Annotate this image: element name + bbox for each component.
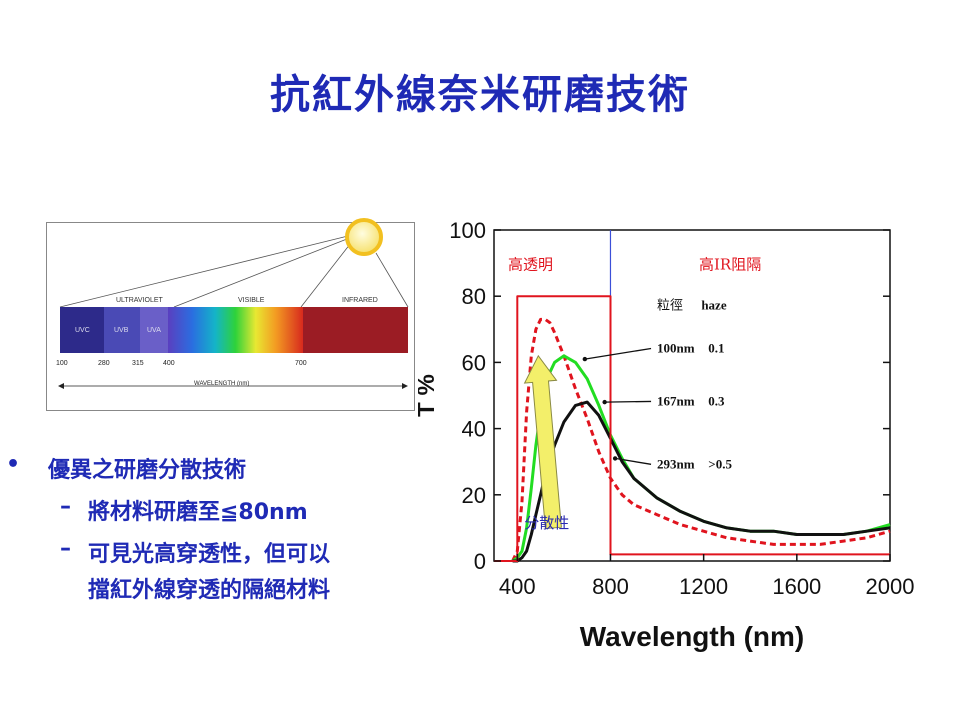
sub-bullet-marker: – [60,536,71,561]
y-tick-label: 0 [474,549,486,574]
annotation-size: 100nm [657,340,695,355]
bullet-marker: • [6,452,21,477]
arrowhead-left-icon [58,383,64,389]
y-tick-label: 40 [462,417,486,442]
slide-title: 抗紅外線奈米研磨技術 [270,72,690,118]
sun-icon [345,218,383,256]
sub-bullet-text: 將材料研磨至≦80nm [88,500,308,525]
x-tick-label: 400 [499,574,536,599]
uvc-segment [60,307,104,353]
infrared-segment [303,307,408,353]
segment-label-uvc: UVC [75,327,90,334]
segment-label-uva: UVA [147,327,161,334]
annotation-haze: >0.5 [708,456,732,471]
y-tick-label: 60 [462,350,486,375]
region-label-left: 高透明 [508,256,553,274]
plot-frame [493,229,891,562]
x-tick-label: 1600 [772,574,821,599]
bullet-list: • 優異之研磨分散技術 – 將材料研磨至≦80nm – 可見光高穿透性，但可以 … [0,452,394,612]
annotation-size: 167nm [657,393,695,408]
x-tick-label: 1200 [679,574,728,599]
annotation-leader [615,457,652,465]
annotation-pointer-icon [612,456,618,461]
uvb-segment [104,307,140,353]
annotation-haze: 0.3 [708,393,725,408]
wavelength-axis-label: WAVELENGTH (nm) [194,381,249,387]
arrowhead-right-icon [402,383,408,389]
sub-bullet-text-line2: 擋紅外線穿透的隔絕材料 [88,578,331,603]
series-line-2 [512,400,891,563]
band-label-infrared: INFRARED [342,297,378,304]
dispersion-arrow-icon [523,354,562,530]
sub-bullet-marker: – [60,494,71,519]
sun-ray [173,236,353,308]
spectrum-tick: 280 [98,360,110,367]
x-tick-label: 800 [592,574,629,599]
y-tick-label: 80 [462,284,486,309]
legend-header-size: 粒徑 [657,298,683,313]
arrow-label: 分散性 [524,514,569,532]
band-label-visible: VISIBLE [238,297,265,304]
spectrum-tick: 400 [163,360,175,367]
visible-segment [168,307,303,353]
spectrum-tick: 700 [295,360,307,367]
annotation-leader [604,400,652,403]
spectrum-tick: 315 [132,360,144,367]
spectrum-tick: 100 [56,360,68,367]
y-tick-label: 100 [449,218,486,243]
annotation-pointer-icon [582,356,588,362]
sub-bullet-text: 可見光高穿透性，但可以 [88,542,331,567]
spectrum-diagram: ULTRAVIOLET VISIBLE INFRARED UVC UVB UVA… [46,218,415,411]
x-tick-label: 2000 [866,574,915,599]
segment-label-uvb: UVB [114,327,129,334]
band-label-ultraviolet: ULTRAVIOLET [116,297,164,304]
sun-ray [300,238,355,308]
y-axis-label: T % [418,374,440,417]
series-line-0 [511,317,891,562]
sun-ray [375,252,409,308]
bullet-text: 優異之研磨分散技術 [48,458,247,483]
uva-segment [140,307,168,353]
region-label-right: 高IR阻隔 [699,256,761,274]
annotation-size: 293nm [657,456,695,471]
x-axis-label: Wavelength (nm) [580,621,805,652]
annotation-leader [584,347,652,360]
sun-ray [59,234,353,308]
y-tick-label: 20 [462,483,486,508]
legend-header-haze: haze [701,297,727,312]
annotation-haze: 0.1 [708,340,724,355]
annotation-pointer-icon [602,399,607,405]
series-line-3 [494,295,890,562]
